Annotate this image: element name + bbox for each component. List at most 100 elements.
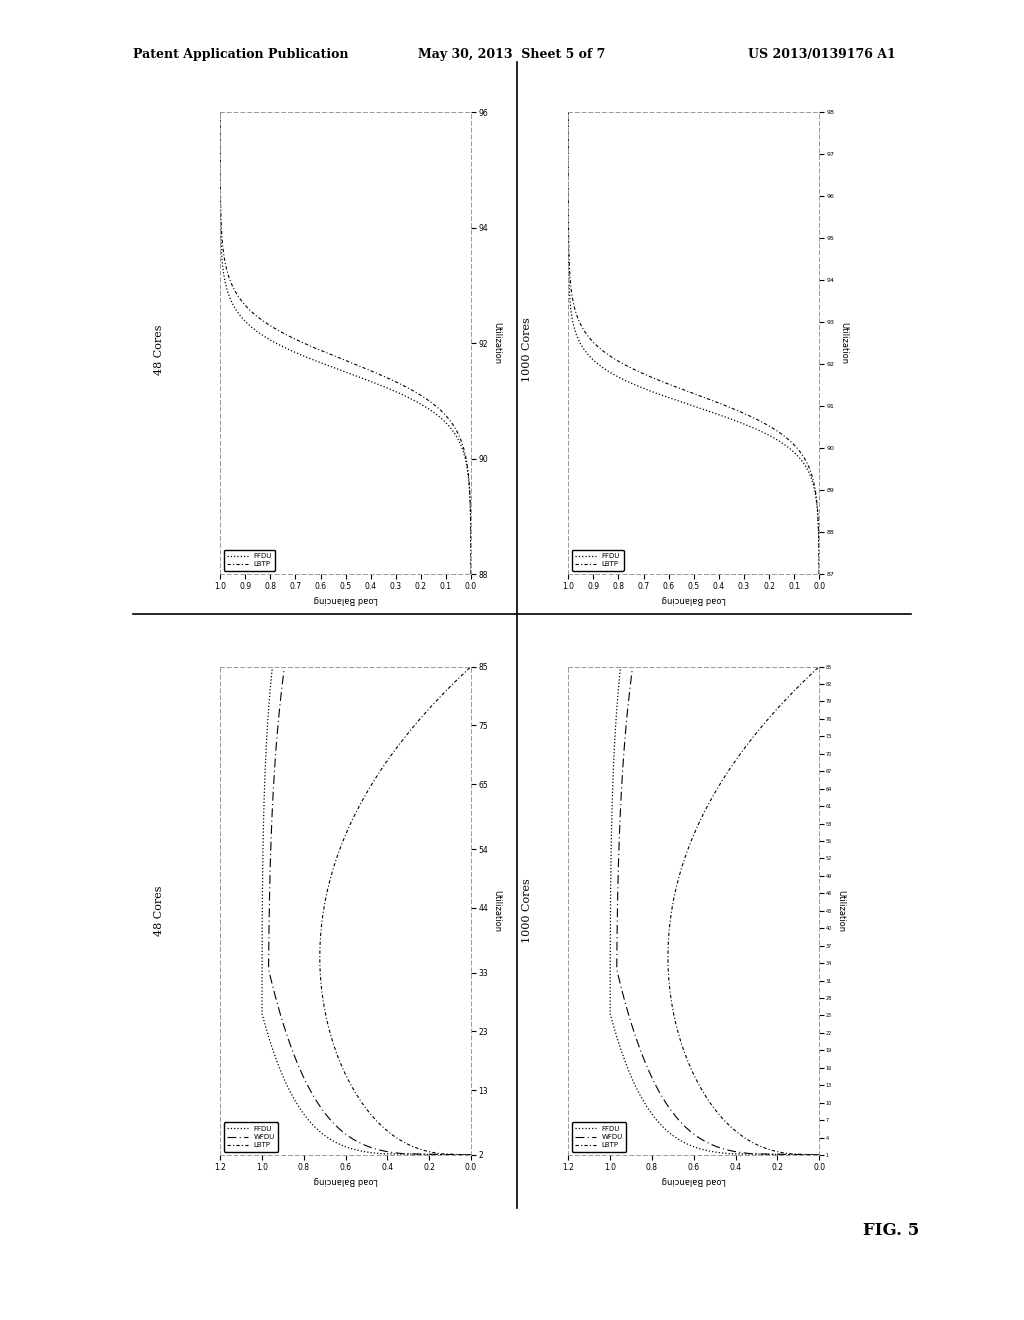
FFDU	[465, 1147, 477, 1163]
WFDU	[617, 987, 630, 1003]
Text: 48 Cores: 48 Cores	[154, 886, 164, 936]
LBTP	[438, 407, 451, 422]
Line: FFDU: FFDU	[568, 91, 819, 574]
WFDU	[262, 953, 274, 969]
Text: 48 Cores: 48 Cores	[154, 325, 164, 375]
WFDU	[614, 795, 627, 810]
Line: FFDU: FFDU	[262, 667, 471, 1155]
LBTP	[813, 659, 825, 675]
FFDU	[812, 508, 824, 524]
Legend: FFDU, WFDU, LBTP: FFDU, WFDU, LBTP	[571, 1122, 627, 1151]
FFDU	[214, 210, 226, 226]
FFDU	[214, 213, 226, 228]
WFDU	[627, 659, 639, 675]
FFDU	[605, 840, 617, 855]
X-axis label: Load Balancing: Load Balancing	[313, 595, 378, 605]
Line: LBTP: LBTP	[220, 83, 471, 574]
LBTP	[465, 1147, 477, 1163]
FFDU	[465, 566, 477, 582]
FFDU	[625, 375, 637, 391]
LBTP	[659, 375, 672, 391]
FFDU	[430, 407, 442, 422]
LBTP	[705, 792, 717, 808]
LBTP	[316, 987, 329, 1003]
LBTP	[313, 953, 326, 969]
LBTP	[813, 566, 825, 582]
FFDU	[562, 263, 574, 279]
Text: US 2013/0139176 A1: US 2013/0139176 A1	[749, 48, 896, 61]
FFDU	[606, 792, 618, 808]
Line: LBTP: LBTP	[319, 667, 471, 1155]
LBTP	[562, 218, 574, 234]
FFDU	[813, 566, 825, 582]
FFDU	[266, 659, 279, 675]
LBTP	[745, 409, 758, 425]
LBTP	[563, 263, 575, 279]
WFDU	[612, 840, 625, 855]
FFDU	[813, 1147, 825, 1163]
WFDU	[655, 1088, 668, 1104]
LBTP	[385, 372, 397, 388]
Line: FFDU: FFDU	[220, 83, 471, 574]
LBTP	[351, 1088, 364, 1104]
X-axis label: Load Balancing: Load Balancing	[662, 1176, 726, 1185]
WFDU	[266, 792, 279, 808]
LBTP	[355, 795, 368, 810]
Y-axis label: Utilization: Utilization	[493, 890, 502, 932]
WFDU	[813, 1147, 825, 1163]
FFDU	[287, 1088, 299, 1104]
LBTP	[562, 215, 574, 231]
FFDU	[216, 257, 228, 273]
Line: LBTP: LBTP	[668, 667, 819, 1155]
LBTP	[665, 987, 677, 1003]
FFDU	[360, 372, 373, 388]
Line: FFDU: FFDU	[610, 667, 819, 1155]
Text: 1000 Cores: 1000 Cores	[522, 878, 532, 944]
WFDU	[269, 987, 282, 1003]
LBTP	[214, 75, 226, 91]
LBTP	[356, 792, 369, 808]
Y-axis label: Utilization: Utilization	[839, 322, 848, 364]
Legend: FFDU, WFDU, LBTP: FFDU, WFDU, LBTP	[223, 1122, 279, 1151]
FFDU	[257, 840, 269, 855]
FFDU	[562, 218, 574, 234]
WFDU	[279, 659, 291, 675]
LBTP	[215, 210, 227, 226]
LBTP	[465, 566, 477, 582]
FFDU	[258, 792, 270, 808]
LBTP	[813, 1147, 825, 1163]
FFDU	[606, 795, 618, 810]
FFDU	[258, 795, 270, 810]
LBTP	[562, 83, 574, 99]
WFDU	[614, 792, 627, 808]
X-axis label: Load Balancing: Load Balancing	[662, 595, 726, 605]
FFDU	[719, 409, 731, 425]
WFDU	[610, 953, 623, 969]
Text: 1000 Cores: 1000 Cores	[522, 317, 532, 383]
Legend: FFDU, LBTP: FFDU, LBTP	[223, 549, 275, 570]
LBTP	[703, 795, 716, 810]
FFDU	[635, 1088, 647, 1104]
Line: WFDU: WFDU	[616, 667, 819, 1155]
LBTP	[812, 508, 824, 524]
WFDU	[465, 1147, 477, 1163]
FFDU	[604, 953, 616, 969]
Y-axis label: Utilization: Utilization	[836, 890, 845, 932]
X-axis label: Load Balancing: Load Balancing	[313, 1176, 378, 1185]
Y-axis label: Utilization: Utilization	[493, 322, 502, 364]
WFDU	[307, 1088, 319, 1104]
Text: FIG. 5: FIG. 5	[863, 1222, 919, 1238]
FFDU	[604, 987, 616, 1003]
FFDU	[214, 75, 226, 91]
WFDU	[266, 795, 279, 810]
LBTP	[699, 1088, 712, 1104]
FFDU	[614, 659, 627, 675]
LBTP	[215, 213, 227, 228]
LBTP	[464, 507, 476, 523]
FFDU	[562, 83, 574, 99]
Text: Patent Application Publication: Patent Application Publication	[133, 48, 348, 61]
LBTP	[219, 257, 231, 273]
FFDU	[562, 215, 574, 231]
LBTP	[465, 659, 477, 675]
LBTP	[662, 953, 674, 969]
